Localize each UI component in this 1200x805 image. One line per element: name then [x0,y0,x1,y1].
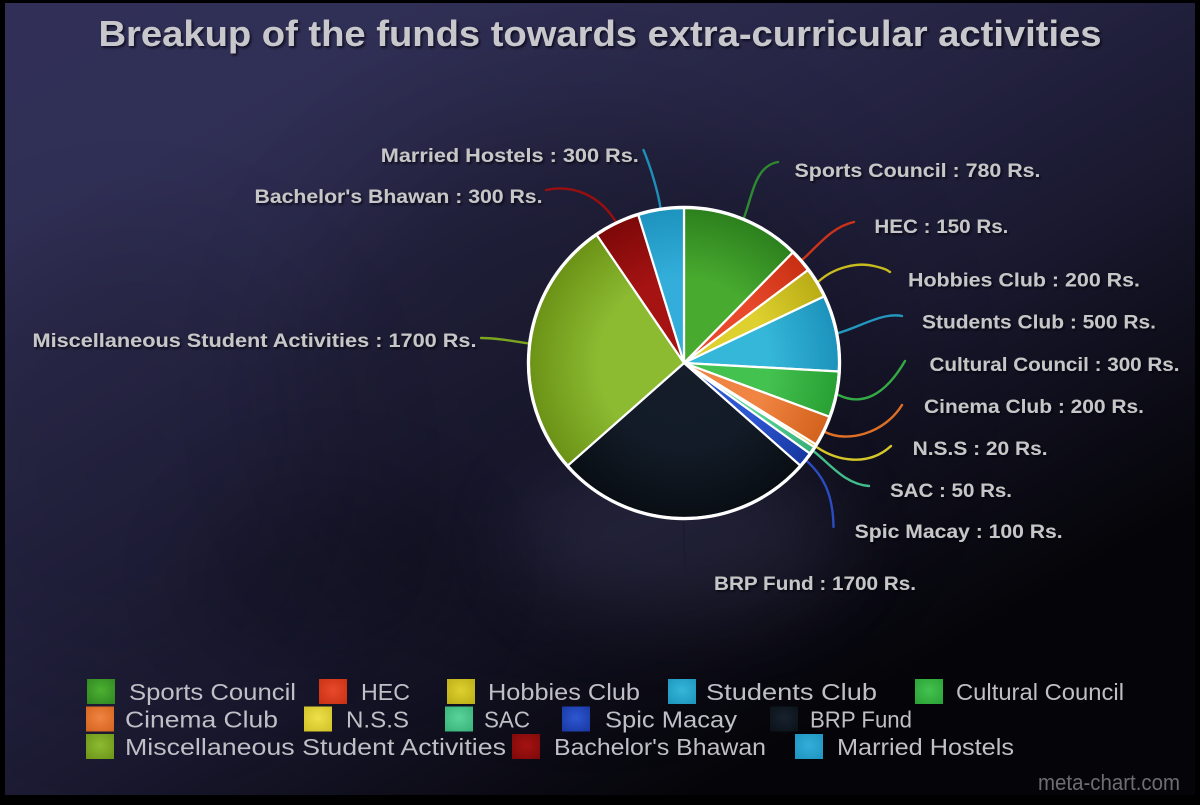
svg-text:Students Club : 500 Rs.: Students Club : 500 Rs. [922,313,1156,334]
svg-text:HEC : 150 Rs.: HEC : 150 Rs. [874,217,1008,238]
svg-text:Spic Macay : 100 Rs.: Spic Macay : 100 Rs. [855,522,1063,543]
svg-text:Spic Macay: Spic Macay [605,707,738,733]
svg-text:HEC: HEC [361,679,410,705]
svg-text:meta-chart.com: meta-chart.com [1038,770,1180,795]
svg-text:Cultural Council : 300 Rs.: Cultural Council : 300 Rs. [930,355,1180,376]
svg-text:BRP Fund : 1700 Rs.: BRP Fund : 1700 Rs. [714,574,916,595]
svg-text:Hobbies Club: Hobbies Club [488,679,640,705]
svg-text:SAC : 50 Rs.: SAC : 50 Rs. [890,481,1012,502]
svg-text:Students Club: Students Club [706,679,877,705]
svg-text:Cultural Council: Cultural Council [956,679,1124,705]
svg-text:BRP Fund: BRP Fund [810,707,912,733]
svg-text:Hobbies Club : 200 Rs.: Hobbies Club : 200 Rs. [908,271,1140,292]
svg-text:Miscellaneous Student Activiti: Miscellaneous Student Activities : 1700 … [33,331,477,352]
svg-text:Breakup of the funds towards e: Breakup of the funds towards extra-curri… [99,13,1102,54]
svg-text:Married Hostels: Married Hostels [837,734,1014,760]
svg-text:SAC: SAC [484,707,530,733]
svg-text:N.S.S : 20 Rs.: N.S.S : 20 Rs. [913,439,1048,460]
svg-text:Sports Council : 780 Rs.: Sports Council : 780 Rs. [795,161,1041,182]
svg-text:Cinema Club : 200 Rs.: Cinema Club : 200 Rs. [924,397,1144,418]
svg-text:Cinema Club: Cinema Club [125,707,278,733]
svg-text:Sports Council: Sports Council [129,679,296,705]
svg-text:Miscellaneous Student Activiti: Miscellaneous Student Activities [125,734,506,760]
svg-text:Bachelor's Bhawan : 300 Rs.: Bachelor's Bhawan : 300 Rs. [255,187,543,208]
svg-text:Bachelor's Bhawan: Bachelor's Bhawan [554,734,766,760]
svg-text:N.S.S: N.S.S [346,707,409,733]
svg-text:Married Hostels : 300 Rs.: Married Hostels : 300 Rs. [381,146,639,167]
